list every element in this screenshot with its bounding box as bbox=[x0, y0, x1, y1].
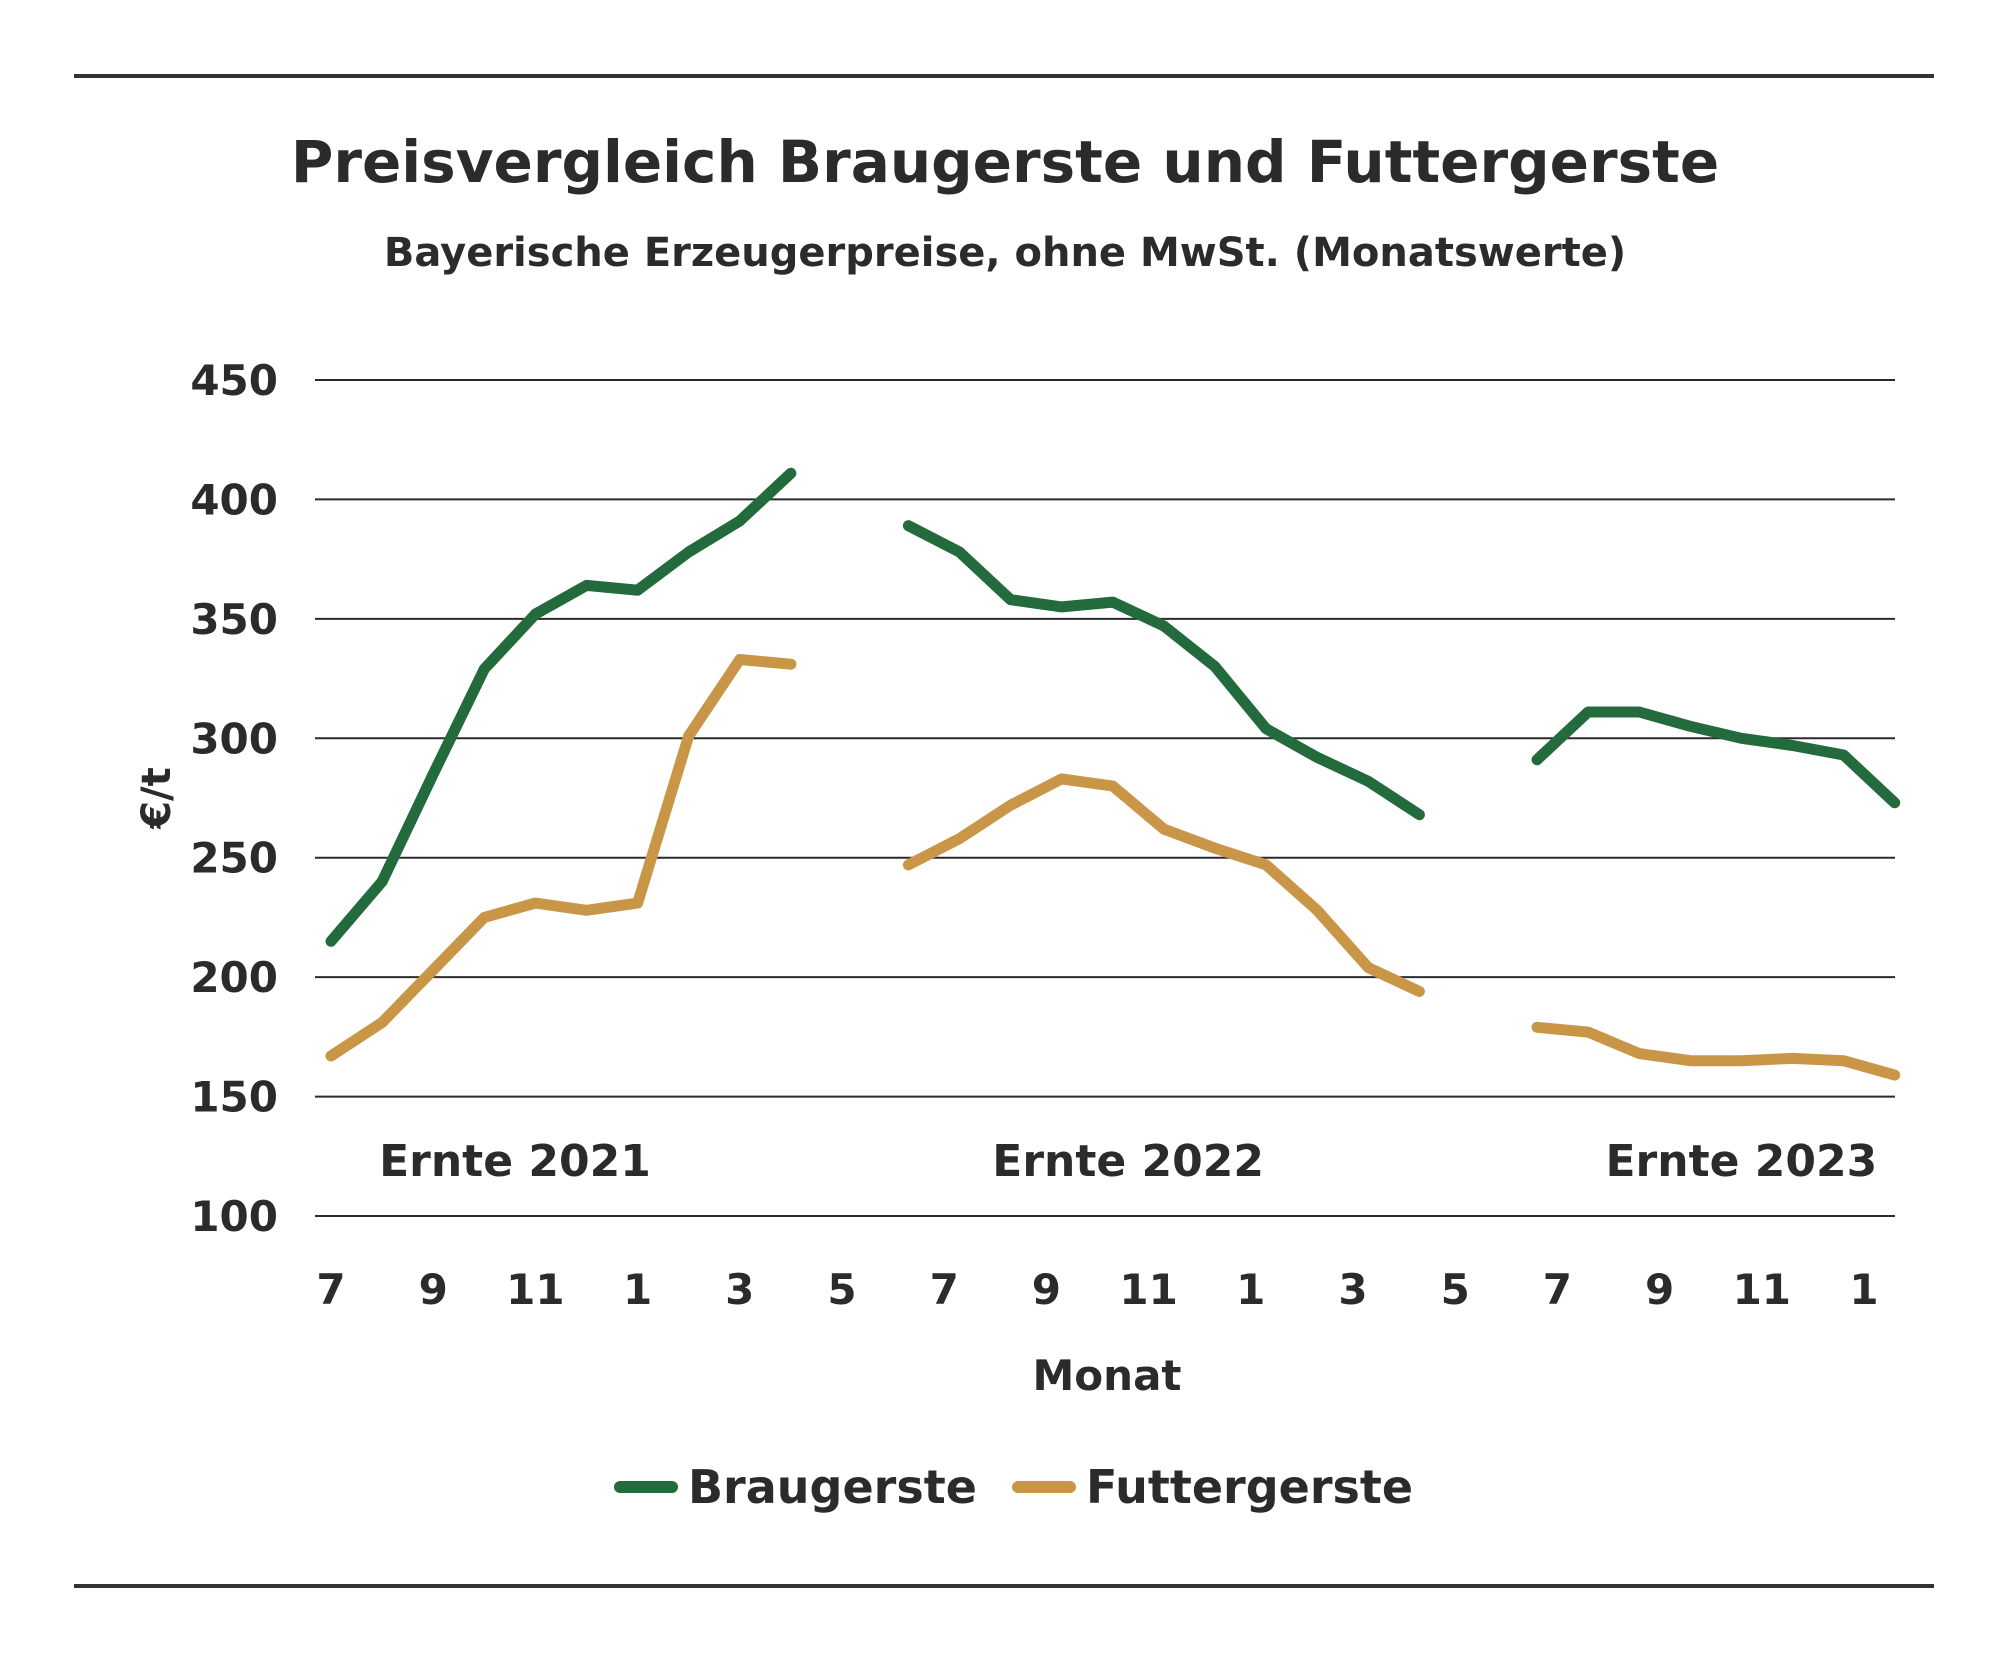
x-tick-label: 11 bbox=[506, 1265, 564, 1314]
series-line-futtergerste bbox=[325, 654, 797, 1062]
x-tick-label: 9 bbox=[1032, 1265, 1061, 1314]
x-tick-label: 3 bbox=[725, 1265, 754, 1314]
grid-lines bbox=[315, 379, 1895, 1217]
x-tick-label: 11 bbox=[1119, 1265, 1177, 1314]
series-line-futtergerste bbox=[902, 773, 1425, 997]
x-tick-label: 1 bbox=[623, 1265, 652, 1314]
chart-title: Preisvergleich Braugerste und Futtergers… bbox=[290, 128, 1720, 196]
x-axis-ticks: 7 9 11 1 3 5 7 9 11 1 3 5 7 9 11 1 bbox=[316, 1265, 1878, 1314]
series-line-braugerste bbox=[902, 520, 1425, 821]
bottom-rule bbox=[74, 1584, 1934, 1588]
chart-subtitle: Bayerische Erzeugerpreise, ohne MwSt. (M… bbox=[383, 230, 1627, 276]
x-tick-label: 9 bbox=[1645, 1265, 1674, 1314]
legend-label: Braugerste bbox=[688, 1460, 977, 1514]
series-lines bbox=[325, 467, 1901, 1081]
x-tick-label: 5 bbox=[1441, 1265, 1470, 1314]
y-tick-label: 300 bbox=[190, 714, 278, 763]
series-line-futtergerste bbox=[1531, 1021, 1901, 1081]
y-axis-label: €/t bbox=[134, 767, 180, 830]
y-tick-label: 400 bbox=[190, 475, 278, 524]
top-rule bbox=[74, 74, 1934, 78]
x-tick-label: 3 bbox=[1338, 1265, 1367, 1314]
x-axis-label: Monat bbox=[1033, 1351, 1182, 1400]
series-line-braugerste bbox=[1531, 706, 1901, 809]
series-line-braugerste bbox=[325, 467, 797, 947]
y-tick-label: 200 bbox=[190, 953, 278, 1002]
x-tick-label: 11 bbox=[1733, 1265, 1791, 1314]
y-axis-ticks: 100 150 200 250 300 350 400 450 bbox=[190, 356, 278, 1241]
y-tick-label: 150 bbox=[190, 1073, 278, 1122]
y-tick-label: 350 bbox=[190, 595, 278, 644]
y-tick-label: 100 bbox=[190, 1192, 278, 1241]
harvest-label: Ernte 2022 bbox=[992, 1136, 1264, 1187]
y-tick-label: 250 bbox=[190, 834, 278, 883]
y-tick-label: 450 bbox=[190, 356, 278, 405]
x-tick-label: 5 bbox=[827, 1265, 856, 1314]
harvest-annotations: Ernte 2021 Ernte 2022 Ernte 2023 bbox=[379, 1136, 1877, 1187]
x-tick-label: 7 bbox=[1543, 1265, 1572, 1314]
x-tick-label: 1 bbox=[1849, 1265, 1878, 1314]
legend: Braugerste Futtergerste bbox=[614, 1460, 1413, 1514]
x-tick-label: 1 bbox=[1236, 1265, 1265, 1314]
x-tick-label: 7 bbox=[316, 1265, 345, 1314]
harvest-label: Ernte 2023 bbox=[1605, 1136, 1877, 1187]
harvest-label: Ernte 2021 bbox=[379, 1136, 651, 1187]
x-tick-label: 7 bbox=[930, 1265, 959, 1314]
legend-label: Futtergerste bbox=[1086, 1460, 1413, 1514]
x-tick-label: 9 bbox=[419, 1265, 448, 1314]
